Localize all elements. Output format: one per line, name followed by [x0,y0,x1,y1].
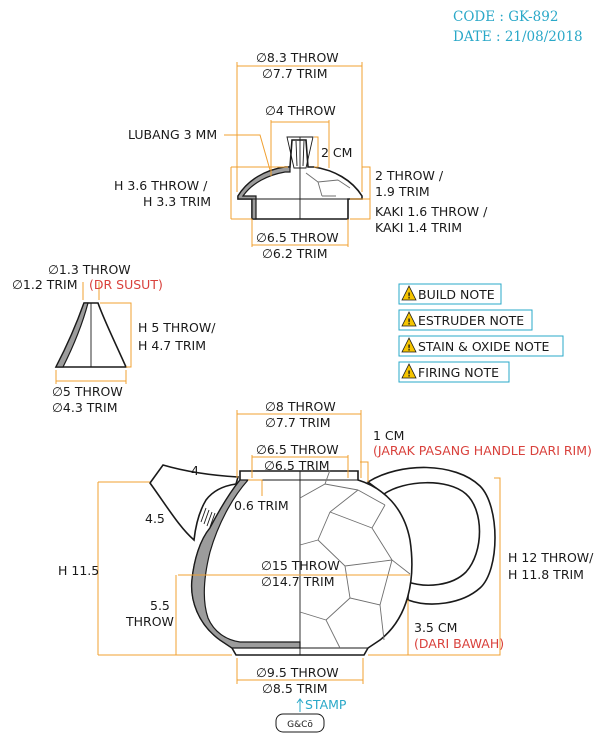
note-estruder[interactable]: ! ESTRUDER NOTE [398,309,533,331]
pot-foot-trim: ∅8.5 TRIM [262,681,328,696]
note-firing[interactable]: ! FIRING NOTE [398,361,510,383]
stamp-mark: G&Cō [287,720,313,730]
spout-top-dia: ∅1.3 THROW [48,262,131,277]
spout-top-dia-trim: ∅1.2 TRIM [12,277,78,292]
spout-top-note: (DR SUSUT) [89,277,163,292]
svg-text:!: ! [407,292,411,301]
warning-icon [401,363,417,379]
lid-rim-throw: 2 THROW / [375,168,444,183]
stamp-label: STAMP [305,697,347,712]
pot-spout [149,464,240,542]
spout-drawing: ∅1.3 THROW ∅1.2 TRIM (DR SUSUT) H 5 THRO… [12,262,216,415]
pot-handle-base: 3.5 CM [414,620,457,635]
lid-outer-dia: ∅8.3 THROW [256,50,339,65]
lid-foot-throw: KAKI 1.6 THROW / [375,204,488,219]
pot-handle-note: (JARAK PASANG HANDLE DARI RIM) [373,443,592,458]
note-build[interactable]: ! BUILD NOTE [398,283,502,305]
warning-icon [401,311,417,327]
spout-wall-section [55,302,89,368]
spout-height-throw: H 5 THROW/ [138,320,216,335]
lid-hole-label: LUBANG 3 MM [128,127,217,142]
pot-mouth-trim: ∅7.7 TRIM [265,415,331,430]
lid-knob [286,136,314,169]
spout-base-dia: ∅5 THROW [52,384,123,399]
warning-icon [401,337,417,353]
pot-mouth-throw: ∅8 THROW [265,399,336,414]
lid-rim-trim: 1.9 TRIM [375,184,430,199]
note-estruder-label: ESTRUDER NOTE [418,313,524,328]
code-text: CODE : GK-892 [453,9,558,25]
stamp-arrow-icon [296,698,304,712]
pot-lower-height-unit: THROW [125,614,174,629]
lid-knob-height: 2 CM [321,145,352,160]
strainer-holes [197,504,216,528]
warning-icon [401,285,417,301]
pot-belly-throw: ∅15 THROW [261,558,340,573]
lid-outer-dia-trim: ∅7.7 TRIM [262,66,328,81]
pot-wall-trim: 0.6 TRIM [234,498,289,513]
pot-total-height: H 11.5 [58,563,99,578]
lid-height-trim: H 3.3 TRIM [143,194,211,209]
spout-base-dia-trim: ∅4.3 TRIM [52,400,118,415]
lid-base-dia-trim: ∅6.2 TRIM [262,246,328,261]
lid-knob-dia: ∅4 THROW [265,103,336,118]
pot-crackle [299,469,411,649]
lid-drawing: ∅8.3 THROW ∅7.7 TRIM ∅4 THROW LUBANG 3 M… [114,50,488,261]
lid-foot-trim: KAKI 1.4 TRIM [375,220,462,235]
pot-spout-side: 4.5 [145,511,165,526]
stamp-box [275,713,325,733]
pot-lower-height: 5.5 [150,598,170,613]
note-build-label: BUILD NOTE [418,287,495,302]
spout-height-trim: H 4.7 TRIM [138,338,206,353]
teapot-drawing: ∅8 THROW ∅7.7 TRIM ∅6.5 THROW ∅6.5 TRIM … [58,399,594,733]
pot-gallery-trim: ∅6.5 TRIM [264,458,330,473]
pot-gallery-throw: ∅6.5 THROW [256,442,339,457]
note-stain-oxide[interactable]: ! STAIN & OXIDE NOTE [398,335,564,357]
note-stain-oxide-label: STAIN & OXIDE NOTE [418,339,549,354]
svg-text:!: ! [407,344,411,353]
lid-base-dia: ∅6.5 THROW [256,230,339,245]
pot-handle-base-note: (DARI BAWAH) [414,636,504,651]
svg-text:!: ! [407,318,411,327]
note-firing-label: FIRING NOTE [418,365,499,380]
svg-text:!: ! [407,370,411,379]
pot-handle-height-trim: H 11.8 TRIM [508,567,584,582]
pot-foot-throw: ∅9.5 THROW [256,665,339,680]
lid-height-throw: H 3.6 THROW / [114,178,208,193]
lid-wall-section [237,166,291,220]
pot-handle-height-throw: H 12 THROW/ [508,550,594,565]
pot-handle-gap: 1 CM [373,428,404,443]
date-text: DATE : 21/08/2018 [453,29,583,45]
lid-crackle [305,172,351,197]
pot-spout-four: 4 [191,463,199,478]
pot-belly-trim: ∅14.7 TRIM [261,574,335,589]
